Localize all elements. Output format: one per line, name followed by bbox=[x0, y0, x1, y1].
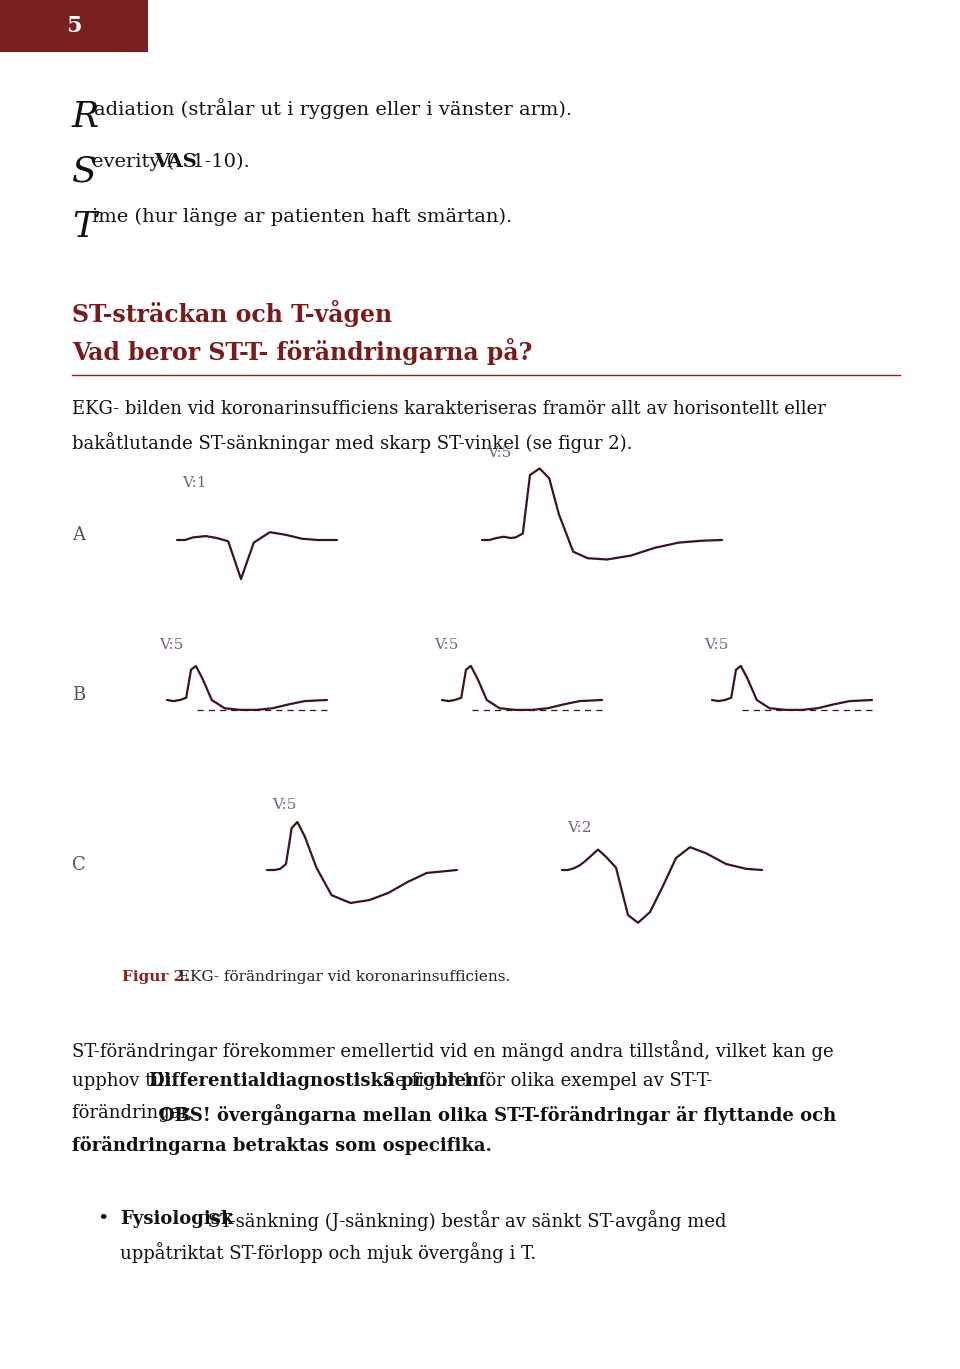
Text: T: T bbox=[72, 209, 96, 244]
Text: adiation (strålar ut i ryggen eller i vänster arm).: adiation (strålar ut i ryggen eller i vä… bbox=[94, 99, 572, 119]
Text: V:5: V:5 bbox=[704, 638, 729, 652]
Text: V:5: V:5 bbox=[159, 638, 183, 652]
Text: ST-förändringar förekommer emellertid vid en mängd andra tillstånd, vilket kan g: ST-förändringar förekommer emellertid vi… bbox=[72, 1040, 833, 1061]
Text: Fysiologisk: Fysiologisk bbox=[120, 1210, 233, 1228]
Text: Figur 2.: Figur 2. bbox=[122, 971, 189, 984]
Text: EKG- bilden vid koronarinsufficiens karakteriseras framör allt av horisontellt e: EKG- bilden vid koronarinsufficiens kara… bbox=[72, 400, 826, 418]
Text: •: • bbox=[97, 1210, 108, 1228]
Text: 5: 5 bbox=[66, 15, 82, 37]
Text: A: A bbox=[72, 526, 85, 543]
Text: ime (hur länge ar patienten haft smärtan).: ime (hur länge ar patienten haft smärtan… bbox=[92, 208, 513, 226]
Text: ST-sträckan och T-vågen: ST-sträckan och T-vågen bbox=[72, 300, 392, 327]
Text: VAS: VAS bbox=[154, 153, 197, 171]
Text: V:5: V:5 bbox=[487, 446, 512, 460]
Text: V:5: V:5 bbox=[272, 798, 297, 812]
Text: Se figur 1 för olika exempel av ST-T-: Se figur 1 för olika exempel av ST-T- bbox=[377, 1072, 712, 1090]
Text: B: B bbox=[72, 686, 85, 704]
Text: OBS! övergångarna mellan olika ST-T-förändringar är flyttande och: OBS! övergångarna mellan olika ST-T-förä… bbox=[159, 1103, 836, 1125]
Bar bbox=[0, 0, 148, 52]
Text: EKG- förändringar vid koronarinsufficiens.: EKG- förändringar vid koronarinsufficien… bbox=[174, 971, 511, 984]
Text: förändringarna betraktas som ospecifika.: förändringarna betraktas som ospecifika. bbox=[72, 1136, 492, 1155]
Text: V:5: V:5 bbox=[434, 638, 458, 652]
Text: ST-sänkning (J-sänkning) består av sänkt ST-avgång med: ST-sänkning (J-sänkning) består av sänkt… bbox=[202, 1210, 727, 1231]
Text: förändringar,: förändringar, bbox=[72, 1103, 199, 1123]
Text: V:2: V:2 bbox=[567, 821, 591, 835]
Text: R: R bbox=[72, 100, 99, 134]
Text: V:1: V:1 bbox=[182, 476, 206, 490]
Text: bakåtlutande ST-sänkningar med skarp ST-vinkel (se figur 2).: bakåtlutande ST-sänkningar med skarp ST-… bbox=[72, 433, 633, 453]
Text: everity (: everity ( bbox=[92, 153, 175, 171]
Text: C: C bbox=[72, 856, 85, 873]
Text: S: S bbox=[72, 155, 97, 189]
Text: Vad beror ST-T- förändringarna på?: Vad beror ST-T- förändringarna på? bbox=[72, 338, 533, 366]
Text: upphov till: upphov till bbox=[72, 1072, 176, 1090]
Text: uppåtriktat ST-förlopp och mjuk övergång i T.: uppåtriktat ST-förlopp och mjuk övergång… bbox=[120, 1242, 537, 1264]
Text: Differentialdiagnostiska problem.: Differentialdiagnostiska problem. bbox=[149, 1072, 492, 1090]
Text: 1-10).: 1-10). bbox=[186, 153, 250, 171]
